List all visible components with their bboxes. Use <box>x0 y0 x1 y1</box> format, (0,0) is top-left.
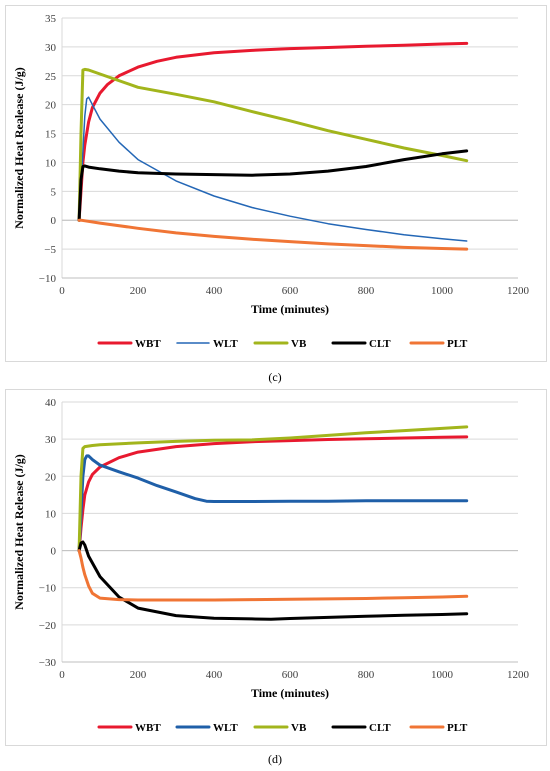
y-axis-title: Normalized Heat Release (J/g) <box>12 454 26 610</box>
series-line-wbt <box>77 41 469 222</box>
x-tick-label: 800 <box>358 285 375 297</box>
y-tick-label: 10 <box>45 508 57 520</box>
y-tick-label: 15 <box>45 129 57 141</box>
series-line-clt <box>77 149 469 222</box>
x-tick-label: 400 <box>206 669 223 681</box>
x-tick-label: 600 <box>282 285 299 297</box>
x-tick-label: 1200 <box>507 285 530 297</box>
x-tick-label: 800 <box>358 669 375 681</box>
y-tick-label: 35 <box>45 13 57 25</box>
y-tick-label: 0 <box>51 546 57 558</box>
caption-d: (d) <box>268 752 282 766</box>
y-tick-label: 0 <box>51 215 57 227</box>
series-line-wlt <box>77 454 469 553</box>
legend-label-vb: VB <box>291 722 307 734</box>
legend-label-clt: CLT <box>369 722 391 734</box>
series-line-wbt <box>77 435 469 553</box>
y-tick-label: −10 <box>39 583 57 595</box>
series-line-vb <box>77 425 469 553</box>
y-tick-label: 20 <box>45 471 57 483</box>
x-tick-label: 1000 <box>431 285 454 297</box>
x-axis-title: Time (minutes) <box>251 686 329 700</box>
x-tick-label: 400 <box>206 285 223 297</box>
y-tick-label: 30 <box>45 42 57 54</box>
legend-label-wlt: WLT <box>213 722 238 734</box>
legend-label-wbt: WBT <box>135 338 161 350</box>
x-tick-label: 200 <box>130 669 147 681</box>
y-tick-label: −10 <box>39 273 57 285</box>
series-line-vb <box>77 67 469 222</box>
y-tick-label: 10 <box>45 157 57 169</box>
series-line-plt <box>77 549 469 602</box>
x-tick-label: 0 <box>59 285 65 297</box>
x-tick-label: 0 <box>59 669 65 681</box>
legend-label-plt: PLT <box>447 338 468 350</box>
y-tick-label: 40 <box>45 397 57 409</box>
y-axis-title: Normalized Heat Realease (J/g) <box>12 67 26 229</box>
legend-label-vb: VB <box>291 338 307 350</box>
x-tick-label: 1200 <box>507 669 530 681</box>
legend-label-wlt: WLT <box>213 338 238 350</box>
chart-c-svg: −10 −5 0 5 10 15 20 25 30 35 0 200 400 600 800 1000 1200… <box>12 13 530 350</box>
chart-panel-c: −10 −5 0 5 10 15 20 25 30 35 0 200 400 600 800 1000 1200… <box>5 5 547 362</box>
y-tick-label: −20 <box>39 620 57 632</box>
y-tick-label: 25 <box>45 71 57 83</box>
caption-c: (c) <box>268 370 282 384</box>
series-line-clt <box>77 540 469 621</box>
x-axis-title: Time (minutes) <box>251 302 329 316</box>
y-tick-label: 30 <box>45 434 57 446</box>
legend-label-plt: PLT <box>447 722 468 734</box>
y-tick-label: −5 <box>44 244 56 256</box>
chart-panel-d: −30 −20 −10 0 10 20 30 40 0 200 400 600 800 1000 1200 T… <box>5 389 547 746</box>
x-tick-label: 600 <box>282 669 299 681</box>
legend-label-wbt: WBT <box>135 722 161 734</box>
x-tick-label: 200 <box>130 285 147 297</box>
x-tick-label: 1000 <box>431 669 454 681</box>
series-line-plt <box>77 218 469 251</box>
y-tick-label: 5 <box>51 186 57 198</box>
series-line-wlt <box>78 96 468 242</box>
y-tick-label: −30 <box>39 657 57 669</box>
legend-label-clt: CLT <box>369 338 391 350</box>
y-tick-label: 20 <box>45 100 57 112</box>
